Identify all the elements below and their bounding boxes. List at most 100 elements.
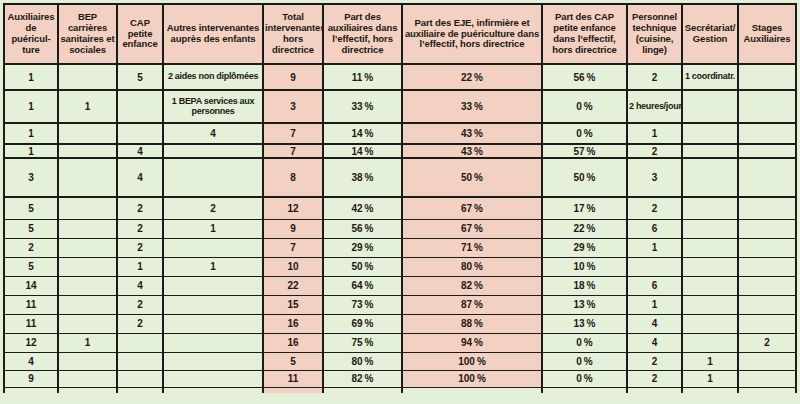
cell-aux: 3 (4, 158, 58, 197)
cell-part_eje: 82 % (402, 276, 542, 295)
cell-part_cap: 0 % (542, 352, 627, 370)
cell-pers_tech: 6 (627, 276, 682, 295)
cell-pers_tech: 1 (627, 123, 682, 144)
page: Auxiliaires de puéricul-ture BEP carrièr… (0, 0, 800, 396)
table-row: 5221242 %67 %17 %2 (4, 197, 796, 219)
cell-part_eje: 43 % (402, 144, 542, 158)
cell-pers_tech: 2 (627, 370, 682, 387)
cell-part_aux: 11 % (323, 64, 402, 90)
cell-bep (58, 276, 117, 295)
cell-pers_tech: 1 (627, 238, 682, 257)
cell-part_cap: 22 % (542, 219, 627, 238)
cell-autres (163, 387, 263, 393)
cell-secretariat (682, 387, 738, 393)
cell-secretariat: 1 (682, 352, 738, 370)
cell-aux: 1 (4, 90, 58, 123)
cell-autres: 2 (163, 197, 263, 219)
cell-part_eje: 67 % (402, 219, 542, 238)
cell-aux: 14 (4, 276, 58, 295)
cell-part_aux: 14 % (323, 144, 402, 158)
table-row: 1121669 %88 %13 %4 (4, 314, 796, 333)
cell-aux: 5 (4, 197, 58, 219)
cell-pers_tech: 2 (627, 352, 682, 370)
cell-total: 7 (263, 238, 323, 257)
cell-autres (163, 238, 263, 257)
cell-part_eje: 100 % (402, 370, 542, 387)
cell-autres: 2 aides non diplômées (163, 64, 263, 90)
cell-stages (738, 387, 796, 393)
cell-bep (58, 197, 117, 219)
cell-total: 5 (263, 352, 323, 370)
cell-secretariat (682, 123, 738, 144)
col-header-part-aux: Part des auxiliaires dans l’effectif, ho… (323, 4, 402, 64)
cell-aux: 1 (4, 144, 58, 158)
cell-bep: 1 (58, 90, 117, 123)
cell-pers_tech: 2 (627, 64, 682, 90)
cell-bep (58, 144, 117, 158)
cell-total: 9 (263, 64, 323, 90)
cell-part_eje: 43 % (402, 123, 542, 144)
cell-part_eje: 87 % (402, 295, 542, 314)
cell-secretariat (682, 158, 738, 197)
cell-pers_tech (627, 387, 682, 393)
cell-part_aux: 75 % (323, 333, 402, 352)
cell-autres (163, 370, 263, 387)
table-row: 14714 %43 %57 %2 (4, 144, 796, 158)
cell-total: 16 (263, 333, 323, 352)
cell-part_eje: 100 % (402, 352, 542, 370)
cell-autres (163, 295, 263, 314)
cell-cap: 2 (117, 295, 163, 314)
cell-aux: 5 (4, 219, 58, 238)
header-row: Auxiliaires de puéricul-ture BEP carrièr… (4, 4, 796, 64)
cell-secretariat (682, 238, 738, 257)
cell-cap: 4 (117, 276, 163, 295)
cell-stages (738, 123, 796, 144)
cell-secretariat (682, 276, 738, 295)
cell-cap: 4 (117, 144, 163, 158)
cell-stages (738, 276, 796, 295)
col-header-auxiliaires: Auxiliaires de puéricul-ture (4, 4, 58, 64)
table-row: 111 BEPA services aux personnes333 %33 %… (4, 90, 796, 123)
cell-autres (163, 144, 263, 158)
cell-total: 9 (263, 219, 323, 238)
col-header-secretariat: Secrétariat/ Gestion (682, 4, 738, 64)
cell-part_eje: 33 % (402, 90, 542, 123)
table-row: 34838 %50 %50 %3 (4, 158, 796, 197)
cell-part_eje: 80 % (402, 257, 542, 276)
cell-part_aux: 69 % (323, 314, 402, 333)
cell-bep: 1 (58, 333, 117, 352)
cell-stages (738, 219, 796, 238)
col-header-bep: BEP carrières sanitaires et sociales (58, 4, 117, 64)
cell-pers_tech: 1 (627, 295, 682, 314)
cell-cap: 4 (117, 158, 163, 197)
col-header-part-eje: Part des EJE, infirmière et auxiliaire d… (402, 4, 542, 64)
cell-secretariat (682, 333, 738, 352)
cell-secretariat (682, 90, 738, 123)
cell-part_cap: 13 % (542, 295, 627, 314)
cell-autres (163, 314, 263, 333)
table-row: 14714 %43 %0 %1 (4, 123, 796, 144)
table-row: 521956 %67 %22 %6 (4, 219, 796, 238)
table-row: 1211675 %94 %0 %42 (4, 333, 796, 352)
cell-bep (58, 238, 117, 257)
cell-part_aux: 14 % (323, 123, 402, 144)
col-header-stages: Stages Auxiliaires (738, 4, 796, 64)
cell-aux: 12 (4, 333, 58, 352)
cell-bep (58, 370, 117, 387)
cell-part_eje: 88 % (402, 314, 542, 333)
cell-cap: 2 (117, 219, 163, 238)
cell-part_cap: 0 % (542, 370, 627, 387)
cell-cap: 2 (117, 238, 163, 257)
cell-stages (738, 238, 796, 257)
cell-total: 7 (263, 123, 323, 144)
col-header-pers-tech: Personnel technique (cuisine, linge) (627, 4, 682, 64)
cell-total: 12 (263, 197, 323, 219)
cell-cap: 5 (117, 64, 163, 90)
cell-stages (738, 370, 796, 387)
cell-part_eje: 67 % (402, 197, 542, 219)
cell-total (263, 387, 323, 393)
cell-bep (58, 314, 117, 333)
cell-part_cap: 50 % (542, 158, 627, 197)
cell-secretariat: 1 (682, 370, 738, 387)
cell-stages (738, 295, 796, 314)
